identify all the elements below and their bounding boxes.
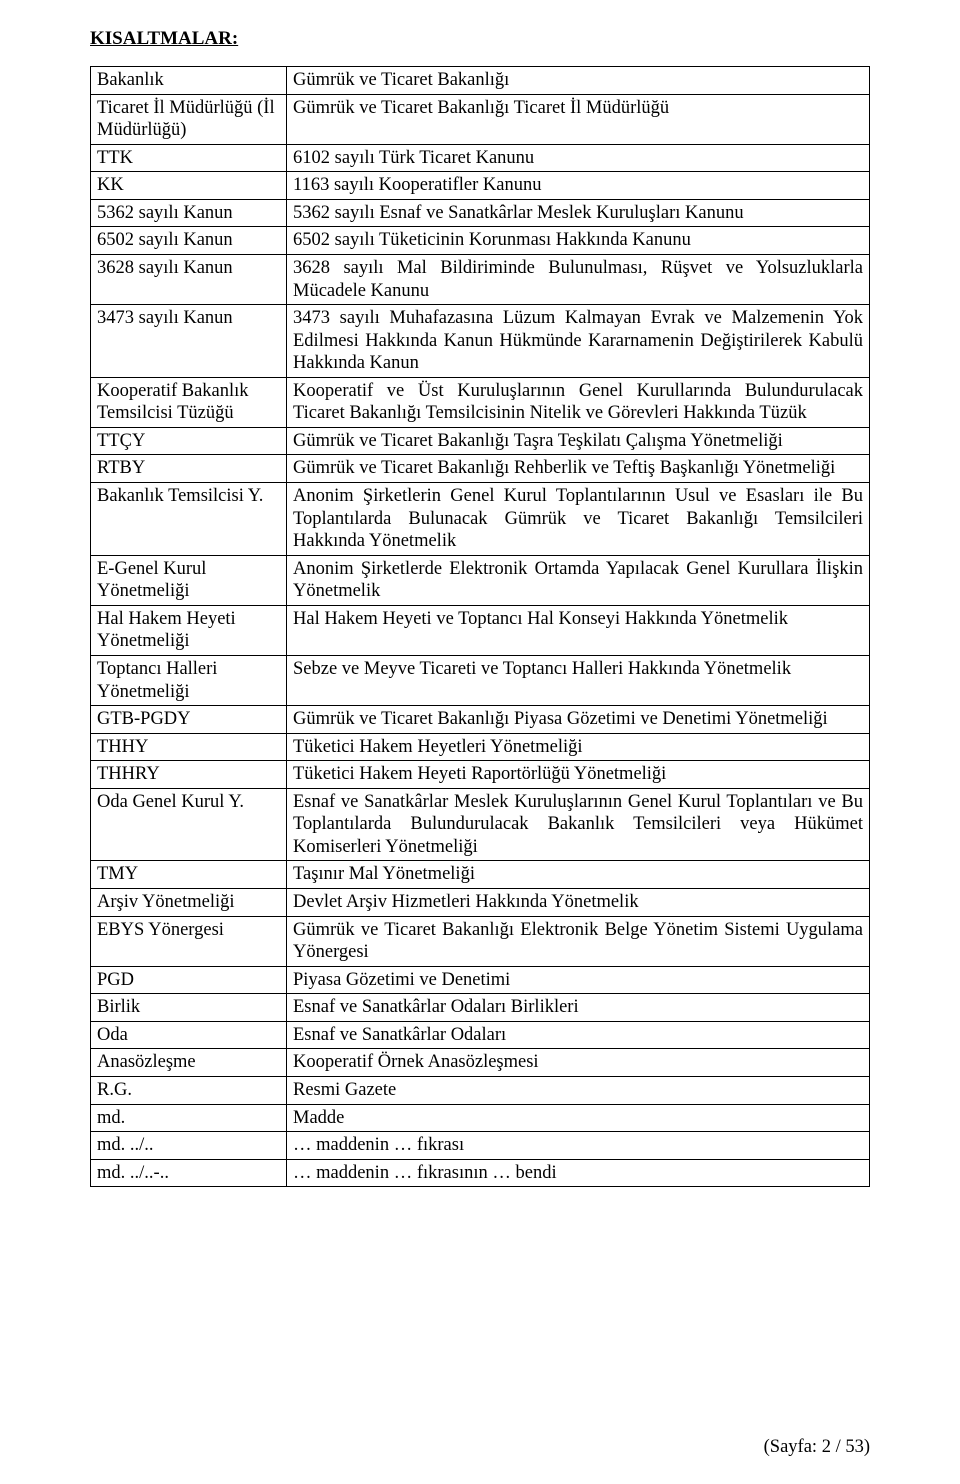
table-row: R.G.Resmi Gazete	[91, 1076, 870, 1104]
abbrev-key: md. ../..	[91, 1132, 287, 1160]
abbrev-key: TTÇY	[91, 427, 287, 455]
table-body: BakanlıkGümrük ve Ticaret BakanlığıTicar…	[91, 67, 870, 1187]
abbrev-key: EBYS Yönergesi	[91, 916, 287, 966]
abbrev-key: RTBY	[91, 455, 287, 483]
abbrev-key: Toptancı Halleri Yönetmeliği	[91, 655, 287, 705]
abbrev-value: 1163 sayılı Kooperatifler Kanunu	[287, 172, 870, 200]
abbrev-key: Anasözleşme	[91, 1049, 287, 1077]
abbrev-value: Tüketici Hakem Heyetleri Yönetmeliği	[287, 733, 870, 761]
abbrev-value: Resmi Gazete	[287, 1076, 870, 1104]
abbrev-key: PGD	[91, 966, 287, 994]
table-row: Ticaret İl Müdürlüğü (İl Müdürlüğü)Gümrü…	[91, 94, 870, 144]
abbrev-key: TMY	[91, 861, 287, 889]
abbrev-value: Gümrük ve Ticaret Bakanlığı	[287, 67, 870, 95]
table-row: BirlikEsnaf ve Sanatkârlar Odaları Birli…	[91, 994, 870, 1022]
abbrev-key: Arşiv Yönetmeliği	[91, 889, 287, 917]
table-row: Toptancı Halleri YönetmeliğiSebze ve Mey…	[91, 655, 870, 705]
abbrev-key: THHRY	[91, 761, 287, 789]
abbrev-value: Gümrük ve Ticaret Bakanlığı Ticaret İl M…	[287, 94, 870, 144]
abbrev-value: Sebze ve Meyve Ticareti ve Toptancı Hall…	[287, 655, 870, 705]
table-row: Kooperatif Bakanlık Temsilcisi TüzüğüKoo…	[91, 377, 870, 427]
abbrev-value: … maddenin … fıkrası	[287, 1132, 870, 1160]
table-row: 3473 sayılı Kanun3473 sayılı Muhafazasın…	[91, 305, 870, 378]
abbrev-value: Gümrük ve Ticaret Bakanlığı Piyasa Gözet…	[287, 706, 870, 734]
abbrev-key: Oda Genel Kurul Y.	[91, 788, 287, 861]
abbrev-value: Devlet Arşiv Hizmetleri Hakkında Yönetme…	[287, 889, 870, 917]
table-row: Arşiv YönetmeliğiDevlet Arşiv Hizmetleri…	[91, 889, 870, 917]
abbrev-key: THHY	[91, 733, 287, 761]
abbrev-key: KK	[91, 172, 287, 200]
table-row: TTK6102 sayılı Türk Ticaret Kanunu	[91, 144, 870, 172]
abbreviations-table: BakanlıkGümrük ve Ticaret BakanlığıTicar…	[90, 66, 870, 1187]
abbrev-value: Gümrük ve Ticaret Bakanlığı Elektronik B…	[287, 916, 870, 966]
page: KISALTMALAR: BakanlıkGümrük ve Ticaret B…	[0, 0, 960, 1484]
table-row: Bakanlık Temsilcisi Y.Anonim Şirketlerin…	[91, 483, 870, 556]
abbrev-value: … maddenin … fıkrasının … bendi	[287, 1159, 870, 1187]
abbrev-value: Madde	[287, 1104, 870, 1132]
abbrev-key: R.G.	[91, 1076, 287, 1104]
table-row: EBYS YönergesiGümrük ve Ticaret Bakanlığ…	[91, 916, 870, 966]
abbrev-key: GTB-PGDY	[91, 706, 287, 734]
abbrev-value: Hal Hakem Heyeti ve Toptancı Hal Konseyi…	[287, 605, 870, 655]
abbrev-value: Tüketici Hakem Heyeti Raportörlüğü Yönet…	[287, 761, 870, 789]
abbrev-value: Gümrük ve Ticaret Bakanlığı Taşra Teşkil…	[287, 427, 870, 455]
abbrev-key: TTK	[91, 144, 287, 172]
table-row: 3628 sayılı Kanun3628 sayılı Mal Bildiri…	[91, 254, 870, 304]
table-row: TMYTaşınır Mal Yönetmeliği	[91, 861, 870, 889]
abbrev-value: Gümrük ve Ticaret Bakanlığı Rehberlik ve…	[287, 455, 870, 483]
abbrev-key: Bakanlık Temsilcisi Y.	[91, 483, 287, 556]
abbrev-value: 6502 sayılı Tüketicinin Korunması Hakkın…	[287, 227, 870, 255]
abbrev-key: Bakanlık	[91, 67, 287, 95]
abbrev-key: 6502 sayılı Kanun	[91, 227, 287, 255]
abbrev-key: Ticaret İl Müdürlüğü (İl Müdürlüğü)	[91, 94, 287, 144]
abbrev-value: Taşınır Mal Yönetmeliği	[287, 861, 870, 889]
abbrev-value: Esnaf ve Sanatkârlar Odaları	[287, 1021, 870, 1049]
abbrev-key: md.	[91, 1104, 287, 1132]
table-row: AnasözleşmeKooperatif Örnek Anasözleşmes…	[91, 1049, 870, 1077]
table-row: Oda Genel Kurul Y.Esnaf ve Sanatkârlar M…	[91, 788, 870, 861]
table-row: E-Genel Kurul YönetmeliğiAnonim Şirketle…	[91, 555, 870, 605]
abbrev-value: Esnaf ve Sanatkârlar Odaları Birlikleri	[287, 994, 870, 1022]
table-row: TTÇYGümrük ve Ticaret Bakanlığı Taşra Te…	[91, 427, 870, 455]
abbrev-value: 3473 sayılı Muhafazasına Lüzum Kalmayan …	[287, 305, 870, 378]
abbrev-key: Oda	[91, 1021, 287, 1049]
table-row: Hal Hakem Heyeti YönetmeliğiHal Hakem He…	[91, 605, 870, 655]
table-row: BakanlıkGümrük ve Ticaret Bakanlığı	[91, 67, 870, 95]
table-row: THHRYTüketici Hakem Heyeti Raportörlüğü …	[91, 761, 870, 789]
table-row: md.Madde	[91, 1104, 870, 1132]
table-row: THHYTüketici Hakem Heyetleri Yönetmeliği	[91, 733, 870, 761]
abbrev-key: 5362 sayılı Kanun	[91, 199, 287, 227]
abbrev-value: 5362 sayılı Esnaf ve Sanatkârlar Meslek …	[287, 199, 870, 227]
table-row: PGDPiyasa Gözetimi ve Denetimi	[91, 966, 870, 994]
abbrev-value: Anonim Şirketlerde Elektronik Ortamda Ya…	[287, 555, 870, 605]
abbrev-key: 3628 sayılı Kanun	[91, 254, 287, 304]
page-title: KISALTMALAR:	[90, 28, 870, 50]
abbrev-value: Piyasa Gözetimi ve Denetimi	[287, 966, 870, 994]
table-row: GTB-PGDYGümrük ve Ticaret Bakanlığı Piya…	[91, 706, 870, 734]
abbrev-key: 3473 sayılı Kanun	[91, 305, 287, 378]
abbrev-key: Birlik	[91, 994, 287, 1022]
abbrev-value: Anonim Şirketlerin Genel Kurul Toplantıl…	[287, 483, 870, 556]
abbrev-key: Hal Hakem Heyeti Yönetmeliği	[91, 605, 287, 655]
abbrev-value: Kooperatif ve Üst Kuruluşlarının Genel K…	[287, 377, 870, 427]
page-footer: (Sayfa: 2 / 53)	[764, 1437, 870, 1458]
abbrev-key: md. ../..-..	[91, 1159, 287, 1187]
table-row: 6502 sayılı Kanun6502 sayılı Tüketicinin…	[91, 227, 870, 255]
abbrev-value: Esnaf ve Sanatkârlar Meslek Kuruluşların…	[287, 788, 870, 861]
table-row: KK1163 sayılı Kooperatifler Kanunu	[91, 172, 870, 200]
abbrev-key: Kooperatif Bakanlık Temsilcisi Tüzüğü	[91, 377, 287, 427]
abbrev-value: 3628 sayılı Mal Bildiriminde Bulunulması…	[287, 254, 870, 304]
table-row: RTBYGümrük ve Ticaret Bakanlığı Rehberli…	[91, 455, 870, 483]
abbrev-key: E-Genel Kurul Yönetmeliği	[91, 555, 287, 605]
table-row: md. ../..… maddenin … fıkrası	[91, 1132, 870, 1160]
abbrev-value: 6102 sayılı Türk Ticaret Kanunu	[287, 144, 870, 172]
table-row: OdaEsnaf ve Sanatkârlar Odaları	[91, 1021, 870, 1049]
table-row: 5362 sayılı Kanun5362 sayılı Esnaf ve Sa…	[91, 199, 870, 227]
abbrev-value: Kooperatif Örnek Anasözleşmesi	[287, 1049, 870, 1077]
table-row: md. ../..-..… maddenin … fıkrasının … be…	[91, 1159, 870, 1187]
